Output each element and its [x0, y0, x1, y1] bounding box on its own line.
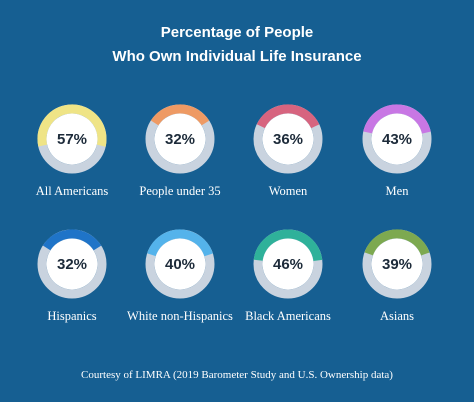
donut-item: 39% Asians: [338, 229, 456, 339]
donut-percent-label: 36%: [272, 130, 304, 148]
donut-value-arc: [253, 229, 323, 299]
donut-chart: [253, 104, 323, 174]
donut-center: [154, 238, 206, 290]
donut-chart: [37, 229, 107, 299]
donut-center: [262, 113, 314, 165]
donut-category-label: People under 35: [139, 184, 221, 198]
donut-category-label: Women: [268, 184, 308, 198]
donut-value-arc: [145, 104, 215, 174]
donut-percent-label: 32%: [56, 255, 88, 273]
donut-percent-label: 39%: [381, 255, 413, 273]
donut-category-label: Asians: [379, 309, 415, 323]
donut-percent-label: 46%: [272, 255, 304, 273]
donut-value-arc: [37, 104, 107, 174]
donut-value-arc: [253, 104, 323, 174]
donut-percent-label: 43%: [381, 130, 413, 148]
donut-category-label: Men: [385, 184, 409, 198]
donut-category-label: All Americans: [35, 184, 109, 198]
donut-item: 32% People under 35: [121, 104, 239, 214]
donut-category-label: Hispanics: [47, 309, 97, 323]
donut-chart: [362, 104, 432, 174]
donut-chart: [253, 229, 323, 299]
donut-center: [371, 238, 423, 290]
donut-item: 57% All Americans: [13, 104, 131, 214]
donut-chart: [362, 229, 432, 299]
chart-title-line-1: Percentage of People: [160, 24, 314, 41]
donut-percent-label: 40%: [164, 255, 196, 273]
donut-value-arc: [37, 229, 107, 299]
donut-percent-label: 57%: [56, 130, 88, 148]
donut-chart: [145, 104, 215, 174]
donut-percent-label: 32%: [164, 130, 196, 148]
donut-category-label: White non-Hispanics: [127, 309, 233, 323]
donut-value-arc: [145, 229, 215, 299]
donut-item: 36% Women: [229, 104, 347, 214]
donut-item: 32% Hispanics: [13, 229, 131, 339]
donut-center: [154, 113, 206, 165]
source-footer: Courtesy of LIMRA (2019 Barometer Study …: [81, 369, 393, 381]
donut-center: [46, 113, 98, 165]
donut-center: [46, 238, 98, 290]
donut-item: 46% Black Americans: [229, 229, 347, 339]
donut-category-label: Black Americans: [245, 309, 331, 323]
donut-center: [262, 238, 314, 290]
donut-center: [371, 113, 423, 165]
donut-item: 40% White non-Hispanics: [121, 229, 239, 339]
donut-item: 43% Men: [338, 104, 456, 214]
donut-value-arc: [362, 229, 432, 299]
donut-chart: [145, 229, 215, 299]
donut-chart: [37, 104, 107, 174]
chart-title-line-2: Who Own Individual Life Insurance: [112, 48, 362, 65]
